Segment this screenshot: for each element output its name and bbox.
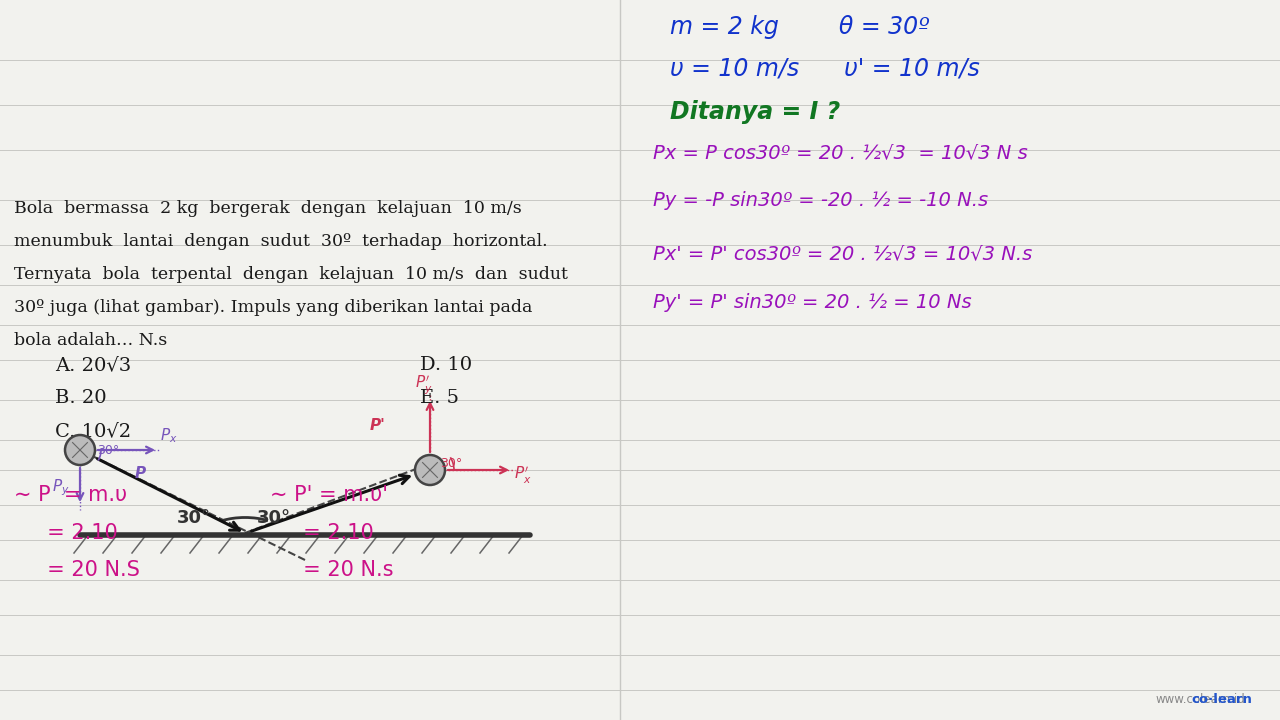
- Text: 30°: 30°: [97, 444, 119, 457]
- Text: E. 5: E. 5: [420, 389, 460, 407]
- Text: υ = 10 m/s      υ' = 10 m/s: υ = 10 m/s υ' = 10 m/s: [669, 57, 979, 81]
- Text: $P_y'$: $P_y'$: [415, 374, 433, 397]
- Text: 30º juga (lihat gambar). Impuls yang diberikan lantai pada: 30º juga (lihat gambar). Impuls yang dib…: [14, 299, 532, 316]
- Circle shape: [415, 455, 445, 485]
- Text: $P_x$: $P_x$: [160, 426, 178, 445]
- Text: Bola  bermassa  2 kg  bergerak  dengan  kelajuan  10 m/s: Bola bermassa 2 kg bergerak dengan kelaj…: [14, 200, 522, 217]
- Text: Px' = P' cos30º = 20 . ½√3 = 10√3 N.s: Px' = P' cos30º = 20 . ½√3 = 10√3 N.s: [653, 245, 1032, 264]
- Text: 30°: 30°: [177, 509, 211, 527]
- Text: m = 2 kg        θ = 30º: m = 2 kg θ = 30º: [669, 15, 929, 39]
- Text: Py = -P sin30º = -20 . ½ = -10 N.s: Py = -P sin30º = -20 . ½ = -10 N.s: [653, 191, 988, 210]
- Text: www.colearn.id: www.colearn.id: [1155, 693, 1244, 706]
- Text: co·learn: co·learn: [1192, 693, 1252, 706]
- Text: = 2.10: = 2.10: [14, 523, 118, 543]
- Text: B. 20: B. 20: [55, 389, 106, 407]
- Text: A. 20√3: A. 20√3: [55, 356, 132, 374]
- Text: Px = P cos30º = 20 . ½√3  = 10√3 N s: Px = P cos30º = 20 . ½√3 = 10√3 N s: [653, 143, 1028, 163]
- Text: bola adalah… N.s: bola adalah… N.s: [14, 332, 168, 349]
- Text: $P_x'$: $P_x'$: [515, 465, 531, 487]
- Text: = 2.10: = 2.10: [270, 523, 374, 543]
- Text: Ditanya = I ?: Ditanya = I ?: [669, 100, 840, 124]
- Circle shape: [65, 435, 95, 465]
- Text: P': P': [370, 418, 385, 433]
- Text: 30°: 30°: [257, 509, 291, 527]
- Text: Ternyata  bola  terpental  dengan  kelajuan  10 m/s  dan  sudut: Ternyata bola terpental dengan kelajuan …: [14, 266, 568, 283]
- Text: ∼ P  = m.υ: ∼ P = m.υ: [14, 485, 127, 505]
- Text: = 20 N.S: = 20 N.S: [14, 560, 140, 580]
- Text: = 20 N.s: = 20 N.s: [270, 560, 393, 580]
- Text: Py' = P' sin30º = 20 . ½ = 10 Ns: Py' = P' sin30º = 20 . ½ = 10 Ns: [653, 292, 972, 312]
- Text: menumbuk  lantai  dengan  sudut  30º  terhadap  horizontal.: menumbuk lantai dengan sudut 30º terhada…: [14, 233, 548, 250]
- Text: 30°: 30°: [440, 457, 462, 470]
- Text: P: P: [134, 466, 146, 481]
- Text: ∼ P' = m.υ': ∼ P' = m.υ': [270, 485, 388, 505]
- Text: C. 10√2: C. 10√2: [55, 422, 131, 440]
- Text: D. 10: D. 10: [420, 356, 472, 374]
- Text: $P_y$: $P_y$: [52, 477, 69, 498]
